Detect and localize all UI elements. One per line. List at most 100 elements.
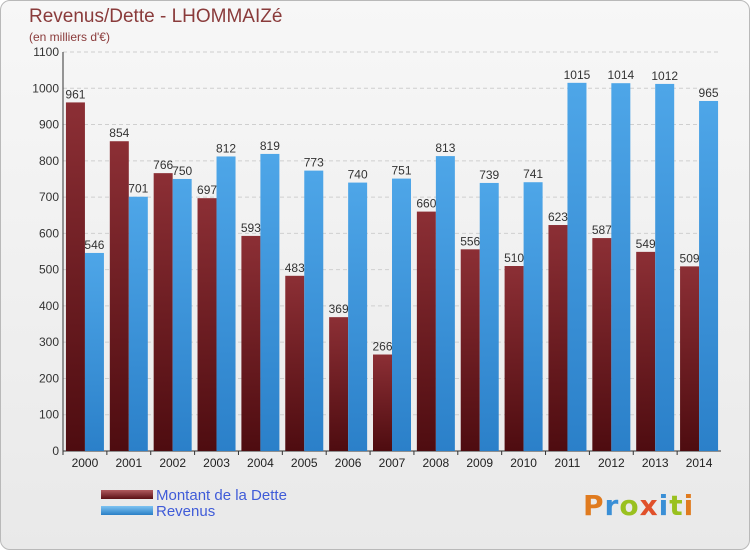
data-label-revenus: 812: [216, 141, 236, 155]
data-label-revenus: 750: [172, 164, 192, 178]
bar-dette: [109, 141, 129, 452]
data-label-revenus: 813: [435, 141, 455, 155]
bar-dette: [373, 354, 392, 451]
x-tick-label: 2008: [423, 456, 450, 470]
data-label-dette: 697: [197, 183, 217, 197]
logo-letter: o: [619, 489, 640, 522]
bar-revenus: [699, 100, 719, 451]
data-label-dette: 369: [329, 302, 349, 316]
y-tick-label: 200: [39, 371, 59, 385]
bar-revenus: [567, 82, 587, 451]
x-tick-label: 2000: [72, 456, 99, 470]
y-tick-label: 100: [39, 408, 59, 422]
x-tick-label: 2003: [203, 456, 230, 470]
bar-revenus: [655, 83, 675, 452]
bar-dette: [592, 238, 612, 451]
logo-letter: r: [604, 489, 620, 522]
chart-subtitle: (en milliers d'€): [29, 30, 110, 44]
logo-letter: P: [583, 489, 605, 522]
data-label-revenus: 546: [84, 238, 104, 252]
x-tick-label: 2011: [555, 456, 581, 470]
bar-dette: [636, 251, 656, 451]
data-label-revenus: 751: [391, 164, 411, 178]
x-tick-label: 2009: [466, 456, 493, 470]
y-tick-label: 400: [39, 299, 59, 313]
bar-revenus: [435, 156, 455, 451]
bar-dette: [241, 235, 261, 451]
data-label-dette: 623: [548, 210, 568, 224]
y-tick-label: 500: [39, 263, 59, 277]
data-label-revenus: 701: [128, 182, 148, 196]
data-label-dette: 660: [416, 197, 436, 211]
data-label-dette: 854: [109, 126, 129, 140]
data-label-revenus: 739: [479, 168, 499, 182]
bar-dette: [285, 275, 305, 451]
data-label-revenus: 773: [304, 156, 324, 170]
bar-dette: [153, 173, 173, 451]
x-tick-label: 2012: [598, 456, 625, 470]
y-tick-label: 700: [39, 190, 59, 204]
bar-revenus: [523, 182, 543, 451]
x-tick-label: 2005: [291, 456, 318, 470]
logo-letter: x: [639, 489, 659, 522]
x-tick-label: 2001: [115, 456, 142, 470]
data-label-dette: 587: [592, 223, 612, 237]
y-tick-label: 600: [39, 226, 59, 240]
bar-revenus: [348, 182, 368, 451]
bar-dette: [460, 249, 480, 451]
bar-revenus: [172, 178, 192, 452]
bar-revenus: [260, 153, 280, 451]
data-label-revenus: 819: [260, 139, 280, 153]
bar-dette: [548, 225, 568, 451]
bar-revenus: [216, 156, 236, 451]
x-tick-label: 2004: [247, 456, 274, 470]
y-tick-label: 800: [39, 154, 59, 168]
data-label-revenus: 1012: [651, 69, 678, 83]
chart-title: Revenus/Dette - LHOMMAIZé: [29, 6, 283, 27]
data-label-dette: 509: [680, 251, 700, 265]
logo-letter: t: [669, 489, 684, 522]
bar-revenus: [392, 178, 411, 452]
bar-revenus: [84, 252, 104, 451]
data-label-revenus: 1015: [564, 68, 591, 82]
legend-label-revenus: Revenus: [156, 503, 216, 520]
data-label-dette: 549: [636, 237, 656, 251]
x-tick-label: 2010: [510, 456, 537, 470]
data-label-dette: 556: [460, 234, 480, 248]
y-tick-label: 1100: [33, 45, 59, 59]
bar-revenus: [479, 182, 499, 451]
x-tick-label: 2002: [159, 456, 186, 470]
logo-letter: i: [683, 489, 695, 522]
bar-dette: [329, 317, 349, 451]
bar-dette: [65, 102, 85, 451]
legend-swatch-revenus: [101, 506, 153, 515]
legend-label-dette: Montant de la Dette: [156, 487, 287, 504]
bar-dette: [197, 198, 217, 451]
x-tick-label: 2007: [379, 456, 406, 470]
data-label-revenus: 741: [523, 167, 543, 181]
data-label-dette: 593: [241, 221, 261, 235]
data-label-dette: 510: [504, 251, 524, 265]
x-tick-label: 2006: [335, 456, 362, 470]
data-label-revenus: 740: [348, 168, 368, 182]
bar-revenus: [304, 170, 324, 451]
bar-dette: [416, 211, 436, 451]
y-tick-label: 900: [39, 118, 59, 132]
data-label-revenus: 965: [699, 86, 719, 100]
data-label-dette: 961: [65, 87, 85, 101]
bar-revenus: [128, 196, 148, 451]
y-tick-label: 0: [52, 444, 59, 458]
y-tick-label: 300: [39, 335, 59, 349]
proxiti-logo: Proxiti: [583, 489, 694, 522]
logo-letter: i: [658, 489, 670, 522]
x-tick-label: 2014: [686, 456, 713, 470]
data-label-dette: 483: [285, 261, 305, 275]
data-label-dette: 766: [153, 158, 173, 172]
y-tick-label: 1000: [32, 81, 59, 95]
bar-dette: [504, 266, 524, 451]
bar-dette: [680, 266, 700, 451]
legend-swatch-dette: [101, 490, 153, 499]
data-label-dette: 266: [372, 340, 392, 354]
